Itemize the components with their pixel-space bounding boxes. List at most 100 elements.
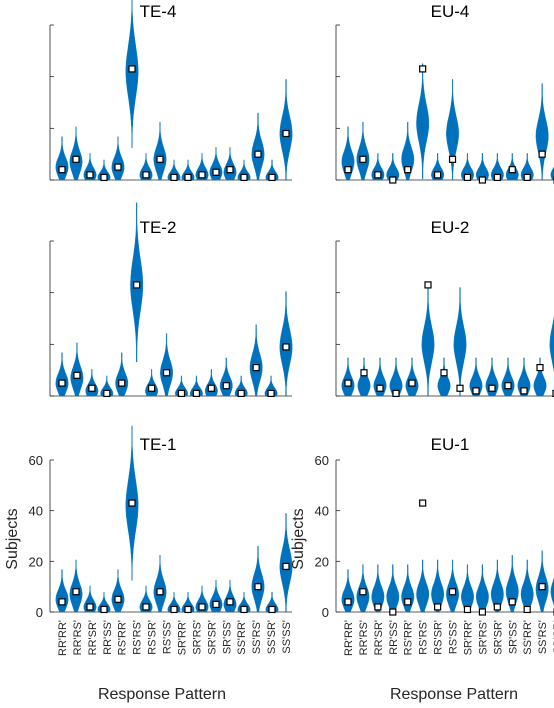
violin [401, 121, 415, 181]
violin [421, 287, 435, 397]
violin [386, 153, 400, 181]
x-tick-label: SS'RR' [522, 620, 534, 655]
observed-marker [148, 384, 156, 392]
observed-marker [254, 583, 262, 591]
violin [461, 564, 474, 613]
observed-marker [133, 281, 141, 289]
violin [279, 513, 293, 613]
violin [55, 569, 69, 613]
observed-marker [268, 605, 276, 614]
observed-marker [282, 343, 290, 351]
observed-marker [86, 603, 94, 611]
observed-marker [463, 605, 472, 614]
observed-marker [222, 382, 230, 390]
observed-marker [170, 605, 178, 614]
observed-marker [226, 598, 234, 606]
observed-marker [192, 389, 200, 398]
violin [111, 136, 125, 181]
observed-marker [237, 389, 245, 398]
y-tick-label: 20 [315, 554, 329, 569]
observed-marker [103, 389, 111, 398]
observed-marker [508, 598, 516, 606]
violin [251, 112, 265, 181]
panel-te-2: TE-2 [49, 202, 293, 398]
violin [535, 550, 549, 613]
violin [490, 559, 504, 613]
observed-marker [508, 166, 516, 174]
observed-marker [184, 605, 192, 614]
observed-marker [374, 171, 382, 179]
observed-marker [73, 371, 81, 379]
x-tick-label: SR'SR' [492, 620, 504, 655]
observed-marker [478, 608, 486, 616]
x-tick-label: SS'RS' [537, 620, 549, 654]
observed-marker [424, 281, 432, 289]
x-tick-label: RR'SS' [102, 620, 114, 655]
observed-marker [128, 65, 136, 73]
violin [446, 559, 459, 613]
violin [517, 357, 531, 397]
panel-eu-1: EU-1 0 20 40 60 RR'RR' RR'RS' RR'SR' RR'SS' RS'RR… [290, 435, 554, 703]
violin [219, 357, 233, 397]
observed-marker [389, 608, 397, 616]
observed-marker [184, 173, 192, 182]
x-tick-label: RS'RR' [403, 620, 415, 655]
observed-marker [538, 150, 546, 158]
observed-marker [156, 588, 164, 596]
panel-title: EU-4 [431, 2, 470, 21]
observed-marker [142, 171, 150, 179]
observed-marker [472, 387, 480, 395]
observed-marker [72, 588, 80, 596]
observed-marker [177, 389, 186, 398]
violin [371, 564, 385, 613]
observed-marker [88, 384, 96, 392]
x-tick-label: SR'SS' [507, 620, 519, 654]
observed-marker [520, 387, 528, 395]
violin [125, 0, 139, 148]
observed-marker [536, 363, 544, 372]
observed-marker [100, 605, 108, 614]
observed-marker [434, 603, 442, 611]
violin [475, 564, 489, 613]
x-tick-label: SR'RS' [477, 620, 489, 655]
panel-te-1: TE-1 0 20 40 60 RR'RR' RR'RS' RR'SR' RR'SS' RS'RR… [4, 425, 293, 703]
observed-marker [344, 598, 352, 606]
y-tick-label: 60 [29, 453, 43, 468]
observed-marker [254, 150, 262, 158]
violin [520, 153, 534, 181]
violin [550, 166, 554, 181]
x-tick-label: RS'RR' [117, 620, 129, 655]
panel-te-4: TE-4 [49, 0, 293, 182]
observed-marker [419, 65, 427, 73]
observed-marker [226, 166, 234, 174]
observed-marker [359, 588, 367, 596]
observed-marker [142, 603, 150, 611]
observed-marker [404, 166, 412, 174]
x-tick-label: RR'SR' [87, 620, 99, 655]
observed-marker [207, 384, 215, 392]
x-axis-label: Response Pattern [98, 686, 226, 703]
violin [204, 369, 218, 397]
x-tick-label: RR'SR' [373, 620, 385, 655]
violin [520, 559, 534, 613]
observed-marker [118, 379, 126, 387]
y-tick-label: 60 [315, 453, 329, 468]
panel-eu-4: EU-4 [335, 2, 554, 184]
violin [69, 559, 83, 613]
observed-marker [389, 176, 397, 184]
violin [549, 316, 554, 373]
violin [357, 357, 371, 397]
violin [85, 369, 99, 397]
panel-title: TE-1 [140, 435, 177, 454]
violin [431, 559, 445, 613]
y-tick-label: 0 [322, 605, 329, 620]
violin [501, 357, 515, 397]
x-tick-label: RR'SS' [388, 620, 400, 655]
violin [461, 153, 474, 181]
violin [389, 357, 403, 397]
x-tick-label: RS'SR' [433, 620, 445, 655]
observed-marker [434, 171, 442, 179]
observed-marker [493, 603, 501, 611]
panel-title: TE-4 [140, 2, 177, 21]
